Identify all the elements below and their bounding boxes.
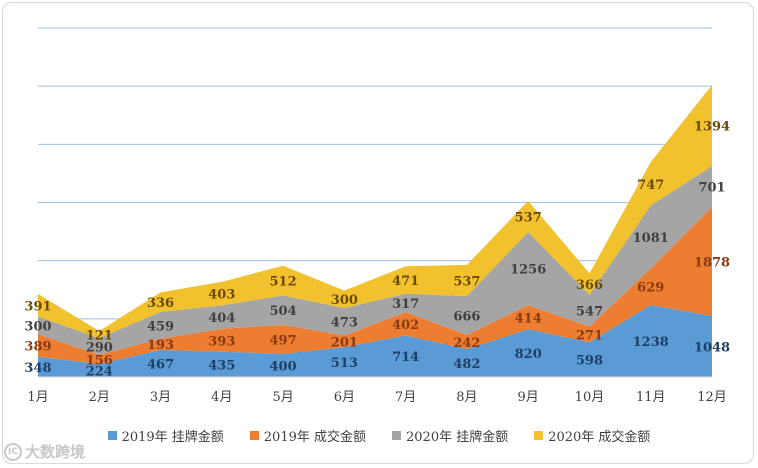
data-label: 290 bbox=[86, 340, 113, 355]
data-label: 537 bbox=[453, 275, 480, 290]
data-label: 1878 bbox=[694, 255, 730, 270]
x-tick-label: 5月 bbox=[272, 390, 293, 405]
data-label: 547 bbox=[576, 305, 603, 320]
legend-label-4: 2020年 成交金额 bbox=[548, 430, 651, 445]
data-label: 271 bbox=[576, 328, 603, 343]
watermark: IC 大数跨境 bbox=[4, 441, 85, 462]
data-label: 1048 bbox=[694, 341, 730, 356]
x-tick-label: 3月 bbox=[150, 390, 171, 405]
x-tick-label: 4月 bbox=[211, 390, 232, 405]
x-tick-label: 7月 bbox=[395, 390, 416, 405]
x-tick-label: 6月 bbox=[334, 390, 355, 405]
data-label: 471 bbox=[392, 274, 419, 289]
data-label: 473 bbox=[331, 316, 358, 331]
legend-swatch-2 bbox=[249, 431, 259, 440]
data-label: 391 bbox=[24, 299, 51, 314]
legend-swatch-1 bbox=[107, 431, 117, 440]
data-label: 224 bbox=[86, 364, 113, 379]
data-label: 497 bbox=[270, 333, 297, 348]
x-tick-label: 1月 bbox=[27, 390, 48, 405]
data-label: 512 bbox=[270, 275, 297, 290]
data-label: 1238 bbox=[633, 335, 669, 350]
data-label: 504 bbox=[270, 304, 297, 319]
data-label: 348 bbox=[24, 361, 51, 376]
legend-item-2: 2019年 成交金额 bbox=[249, 426, 366, 445]
data-label: 242 bbox=[453, 336, 480, 351]
data-label: 400 bbox=[270, 359, 297, 374]
data-label: 467 bbox=[147, 357, 174, 372]
legend-swatch-4 bbox=[534, 431, 544, 440]
data-label: 336 bbox=[147, 296, 174, 311]
legend: 2019年 挂牌金额 2019年 成交金额 2020年 挂牌金额 2020年 成… bbox=[0, 426, 758, 445]
x-tick-label: 2月 bbox=[89, 390, 110, 405]
data-label: 459 bbox=[147, 319, 174, 334]
data-label: 121 bbox=[86, 329, 113, 344]
data-label: 402 bbox=[392, 318, 419, 333]
data-label: 513 bbox=[331, 356, 358, 371]
data-label: 193 bbox=[147, 338, 174, 353]
x-tick-label: 8月 bbox=[456, 390, 477, 405]
data-label: 666 bbox=[453, 310, 480, 325]
data-label: 201 bbox=[331, 335, 358, 350]
legend-item-4: 2020年 成交金额 bbox=[534, 426, 650, 445]
legend-item-3: 2020年 挂牌金额 bbox=[392, 426, 508, 445]
data-label: 1081 bbox=[633, 231, 669, 246]
data-label: 393 bbox=[208, 334, 235, 349]
legend-swatch-3 bbox=[392, 431, 401, 440]
x-tick-label: 10月 bbox=[575, 390, 605, 405]
x-tick-label: 12月 bbox=[697, 390, 727, 405]
watermark-logo-icon: IC bbox=[4, 442, 22, 461]
legend-label-3: 2020年 挂牌金额 bbox=[406, 430, 509, 445]
data-label: 820 bbox=[515, 347, 542, 362]
data-label: 435 bbox=[208, 358, 235, 373]
data-label: 598 bbox=[576, 354, 603, 369]
area-series-1 bbox=[38, 304, 712, 377]
x-tick-label: 9月 bbox=[518, 390, 539, 405]
data-label: 537 bbox=[515, 211, 542, 226]
watermark-text: 大数跨境 bbox=[25, 443, 86, 461]
data-label: 403 bbox=[208, 288, 235, 303]
area-series-3 bbox=[38, 166, 712, 355]
data-label: 389 bbox=[24, 339, 51, 354]
stacked-area-chart: 1月 2月 3月 4月 5月 6月 7月 8月 9月 10月 11月 12月 348 224 467 435 4… bbox=[24, 27, 730, 405]
legend-label-1: 2019年 挂牌金额 bbox=[121, 430, 224, 445]
data-label: 414 bbox=[515, 311, 542, 326]
data-label: 1394 bbox=[694, 119, 730, 134]
data-label: 300 bbox=[331, 293, 358, 308]
data-label: 366 bbox=[576, 278, 603, 293]
data-label: 747 bbox=[637, 178, 664, 193]
legend-label-2: 2019年 成交金额 bbox=[263, 430, 366, 445]
data-label: 1256 bbox=[510, 263, 546, 278]
area-series-4 bbox=[38, 84, 712, 339]
legend-item-1: 2019年 挂牌金额 bbox=[107, 426, 224, 445]
data-label: 156 bbox=[86, 353, 113, 368]
data-label: 404 bbox=[208, 311, 235, 326]
data-label: 701 bbox=[698, 180, 725, 195]
data-label: 629 bbox=[637, 281, 664, 296]
data-label: 300 bbox=[24, 319, 51, 334]
data-label: 482 bbox=[453, 357, 480, 372]
data-label: 317 bbox=[392, 297, 419, 312]
area-series-2 bbox=[38, 206, 712, 364]
data-label: 714 bbox=[392, 350, 419, 365]
x-tick-label: 11月 bbox=[636, 390, 666, 405]
chart-frame bbox=[2, 2, 754, 464]
